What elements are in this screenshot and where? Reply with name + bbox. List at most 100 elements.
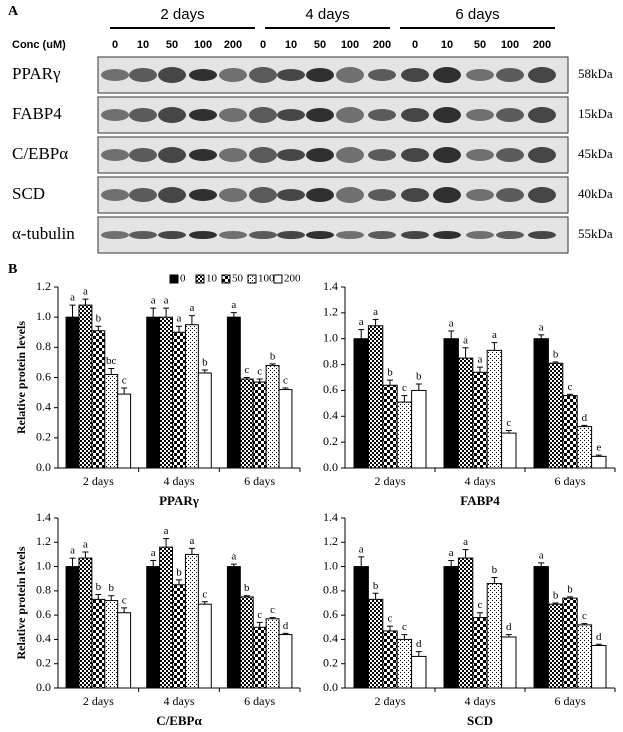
error-bar (256, 621, 263, 628)
significance-letter: b (387, 367, 393, 379)
y-tick-label: 0.2 (36, 655, 51, 669)
bar (576, 624, 593, 689)
error-bar (188, 547, 195, 555)
blot-band (433, 147, 461, 163)
bar (65, 316, 80, 469)
blot-band (129, 148, 157, 162)
error-bar (415, 651, 422, 657)
blot-band (189, 149, 217, 161)
legend-label: 50 (232, 273, 244, 285)
bar (146, 566, 161, 689)
y-tick-label: 0.8 (323, 356, 338, 370)
significance-letter: b (416, 370, 422, 382)
panel-label: A (8, 4, 19, 19)
significance-letter: c (244, 364, 249, 376)
legend-swatch (247, 274, 257, 284)
error-bar (387, 379, 393, 386)
blot-band (219, 68, 247, 82)
protein-size: 58kDa (578, 66, 613, 81)
y-tick-label: 1.0 (323, 330, 338, 344)
bar (382, 384, 398, 469)
bar (562, 597, 578, 689)
error-bar (538, 562, 545, 567)
significance-letter: c (283, 375, 288, 387)
significance-letter: c (402, 621, 407, 633)
legend-swatch (221, 274, 231, 284)
x-tick-label: 6 days (244, 474, 275, 488)
y-tick-label: 0.0 (323, 680, 338, 694)
blot-band (433, 187, 461, 203)
significance-letter: b (553, 349, 559, 361)
bar (91, 598, 106, 689)
blot-band (496, 68, 524, 82)
blot-band (336, 147, 364, 163)
bar (265, 618, 280, 689)
significance-letter: b (373, 580, 379, 592)
blot-band (158, 107, 186, 123)
error-bar (581, 424, 588, 427)
significance-letter: a (539, 549, 544, 561)
error-bar (581, 623, 588, 625)
bar (443, 338, 459, 469)
significance-letter: c (270, 604, 275, 616)
error-bar (567, 393, 573, 396)
conc-value: 50 (166, 39, 178, 51)
blot-band (528, 187, 556, 203)
blot-band (101, 149, 129, 161)
significance-letter: a (539, 321, 544, 333)
blot-band (466, 69, 494, 81)
bar (252, 381, 267, 469)
error-bar (282, 387, 289, 390)
legend-swatch (273, 274, 283, 284)
significance-letter: c (478, 599, 483, 611)
error-bar (82, 298, 89, 306)
significance-letter: a (83, 539, 88, 551)
significance-letter: b (567, 583, 573, 595)
x-tick-label: 2 days (83, 474, 114, 488)
error-bar (95, 325, 102, 331)
significance-letter: d (506, 621, 512, 633)
blot-band (336, 231, 364, 239)
bar (396, 401, 413, 469)
legend-swatch (195, 274, 205, 284)
bar (226, 316, 241, 469)
significance-letter: b (176, 566, 182, 578)
x-tick-label: 4 days (465, 694, 496, 708)
y-tick-label: 0.2 (323, 434, 338, 448)
significance-letter: a (231, 551, 236, 563)
significance-letter: a (70, 545, 75, 557)
significance-letter: e (596, 442, 601, 454)
error-bar (230, 312, 237, 318)
significance-letter: d (416, 638, 422, 650)
error-bar (121, 607, 128, 613)
y-tick-label: 0.0 (323, 460, 338, 474)
blot-band (368, 189, 396, 201)
conc-value: 200 (533, 39, 551, 51)
y-tick-label: 0.2 (36, 430, 51, 444)
significance-letter: a (463, 536, 468, 548)
blot-band (306, 108, 334, 122)
y-tick-label: 1.4 (36, 510, 51, 524)
bar (457, 557, 474, 689)
significance-letter: a (151, 547, 156, 559)
blot-band (401, 188, 429, 202)
significance-letter: a (449, 317, 454, 329)
bar (591, 645, 607, 689)
bar (104, 373, 119, 469)
y-tick-label: 0.2 (323, 655, 338, 669)
chart-title: SCD (467, 713, 493, 728)
protein-size: 15kDa (578, 106, 613, 121)
bar (78, 304, 93, 469)
error-bar (401, 634, 408, 640)
significance-letter: a (164, 525, 169, 537)
bar (104, 600, 119, 689)
significance-letter: d (596, 631, 602, 643)
bar (278, 634, 293, 689)
bar (252, 626, 267, 689)
y-tick-label: 1.0 (323, 558, 338, 572)
bar (353, 338, 369, 469)
significance-letter: b (492, 564, 498, 576)
y-tick-label: 1.2 (323, 534, 338, 548)
bar (576, 426, 593, 469)
